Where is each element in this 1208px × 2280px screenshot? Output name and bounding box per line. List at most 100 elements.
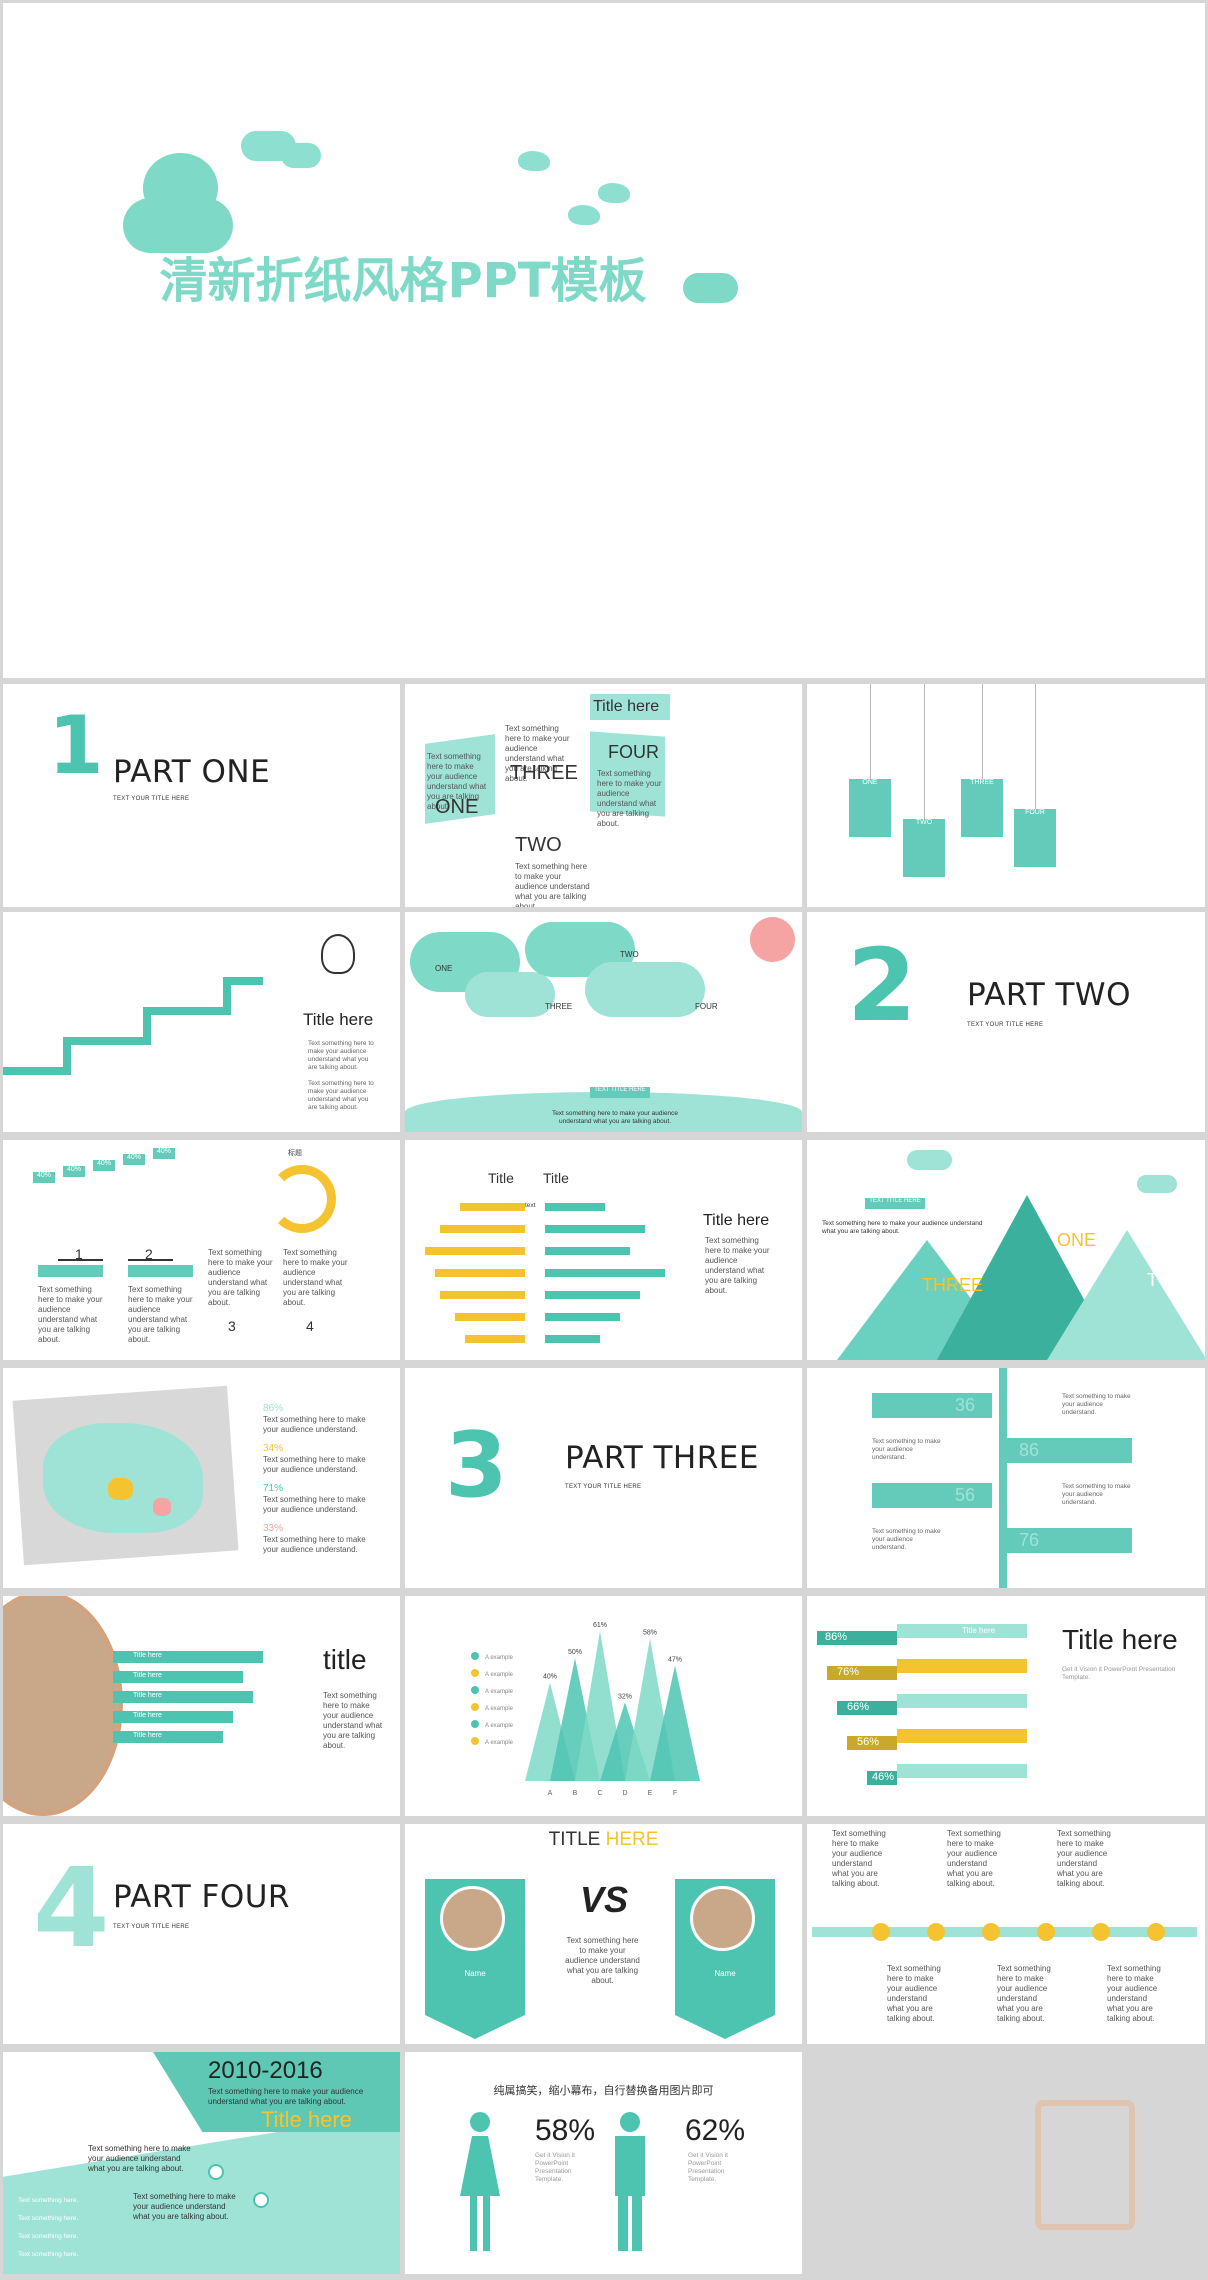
- slide-part-two[interactable]: 2 PART TWO TEXT YOUR TITLE HERE: [807, 912, 1205, 1132]
- slide-year-range[interactable]: 2010-2016 Text something here to make yo…: [3, 2052, 400, 2274]
- title-here: Title here: [703, 1212, 770, 1229]
- text: Text something here to make your audienc…: [323, 1691, 383, 1750]
- stat: 76: [1019, 1530, 1040, 1550]
- legend-label: A example: [485, 1672, 514, 1678]
- slide-part-three[interactable]: 3 PART THREE TEXT YOUR TITLE HERE: [405, 1368, 802, 1588]
- slide-bars[interactable]: Title Title text Title here Text somethi…: [405, 1140, 802, 1360]
- stat: 56: [955, 1485, 976, 1505]
- slide-clouds[interactable]: ONE TWO THREE FOUR TEXT TITLE HERE Text …: [405, 912, 802, 1132]
- text: Text something here to make your audienc…: [208, 2087, 364, 2106]
- slide-gender-stats[interactable]: 纯属搞笑，缩小幕布，自行替换备用图片即可 58% Get it Vision i…: [405, 2052, 802, 2274]
- pct: 58%: [535, 2114, 596, 2147]
- pct: 40%: [33, 1172, 55, 1183]
- part-number: 3: [445, 1413, 508, 1518]
- pct: 56%: [857, 1736, 880, 1748]
- cover-title: 清新折纸风格PPT模板: [159, 253, 647, 309]
- text: Text something here to make your audienc…: [283, 1248, 348, 1307]
- legend-dot: [471, 1720, 479, 1728]
- category-label: E: [648, 1790, 653, 1797]
- line: Text something here.: [18, 2215, 79, 2222]
- text: Text something here to make your audienc…: [308, 1080, 374, 1112]
- avatar: [440, 1886, 505, 1951]
- text: Text something here to make your audienc…: [38, 1285, 103, 1344]
- slide-hanging-tags[interactable]: ONE TWO THREE FOUR: [807, 684, 1205, 907]
- slide-mountains[interactable]: TEXT TITLE HERE Text something here to m…: [807, 1140, 1205, 1360]
- part-number: 2: [847, 927, 917, 1044]
- tag-three: THREE: [961, 779, 1003, 837]
- legend-dot: [471, 1686, 479, 1694]
- slide-map[interactable]: 86% Text something here to make your aud…: [3, 1368, 400, 1588]
- peak-mark: [650, 1665, 700, 1781]
- tag-label: FOUR: [1025, 809, 1045, 816]
- stat: 36: [955, 1395, 976, 1415]
- slide-title: title: [323, 1644, 367, 1675]
- legend-dot: [471, 1669, 479, 1677]
- label-two: TWO: [1147, 1270, 1189, 1290]
- legend-dot: [471, 1737, 479, 1745]
- text: Text something here to make your audienc…: [263, 1495, 366, 1514]
- title-here: Title here: [593, 698, 660, 715]
- part-title: PART ONE: [113, 754, 271, 790]
- slide-title: TITLE HERE: [405, 1829, 802, 1851]
- vs-label: VS: [580, 1879, 629, 1920]
- bird-icon: [518, 151, 550, 171]
- bird-icon: [568, 205, 600, 225]
- legend-label: A example: [485, 1723, 514, 1729]
- slide-timeline-icons[interactable]: 36 86 56 76 Text something to make your …: [807, 1368, 1205, 1588]
- text: Text something here to make your audienc…: [1057, 1829, 1111, 1888]
- text-four: Text something here to make your audienc…: [597, 769, 662, 828]
- text: Text something here to make your audienc…: [263, 1535, 366, 1554]
- bar-label: Title here: [133, 1672, 162, 1679]
- blog-icon: [253, 2192, 269, 2208]
- value-label: 40%: [543, 1674, 557, 1681]
- tag-label: ONE: [862, 779, 878, 786]
- cover-slide[interactable]: 清新折纸风格PPT模板: [3, 3, 1205, 678]
- part-number: 1: [48, 699, 104, 792]
- pct: 71%: [263, 1483, 284, 1494]
- label-two: TWO: [515, 834, 562, 856]
- slide-dot-timeline[interactable]: Text something here to make your audienc…: [807, 1824, 1205, 2044]
- slide-part-four[interactable]: 4 PART FOUR TEXT YOUR TITLE HERE: [3, 1824, 400, 2044]
- label-three: THREE: [545, 1002, 573, 1011]
- step-num: 4: [306, 1318, 314, 1334]
- text: Text something to make your audience und…: [1062, 1393, 1131, 1417]
- text: Text something here to make your audienc…: [822, 1220, 983, 1236]
- part-subtitle: TEXT YOUR TITLE HERE: [113, 1924, 190, 1930]
- slide-progress-steps[interactable]: 40% 40% 40% 40% 40% 标题 1 2 3 4 Text some…: [3, 1140, 400, 1360]
- pct: 86%: [263, 1403, 284, 1414]
- label-four: FOUR: [608, 742, 659, 762]
- row-label: text: [525, 1202, 536, 1209]
- slide-photo-bars[interactable]: Title here Title here Title here Title h…: [3, 1596, 400, 1816]
- legend-dot: [471, 1652, 479, 1660]
- bottom-text: Text something here to make your audienc…: [551, 1110, 679, 1126]
- text: Text something here to make your audienc…: [133, 2192, 236, 2221]
- category-label: B: [573, 1790, 578, 1797]
- bulb-icon: [321, 934, 355, 974]
- slide-stairs[interactable]: Title here Text something here to make y…: [3, 912, 400, 1132]
- tag-two: TWO: [903, 819, 945, 877]
- slide-versus[interactable]: TITLE HERE Name VS Text something here t…: [405, 1824, 802, 2044]
- bar-label: Title here: [962, 1626, 996, 1635]
- text-title-banner: TEXT TITLE HERE: [590, 1087, 650, 1098]
- text: Get it Vision it PowerPoint Presentation…: [535, 2152, 575, 2184]
- text: Text something here to make your audienc…: [128, 1285, 193, 1344]
- slide-paper-labels[interactable]: Text something here to make your audienc…: [405, 684, 802, 907]
- bar-label: Title here: [133, 1692, 162, 1699]
- peak-chart: 40% A A example 50% B A example 61% C A example 3…: [471, 1622, 700, 1797]
- category-label: D: [622, 1790, 627, 1797]
- line: Text something here.: [18, 2233, 79, 2240]
- text: Get it Vision it PowerPoint Presentation…: [688, 2152, 728, 2184]
- slide-part-one[interactable]: 1 PART ONE TEXT YOUR TITLE HERE: [3, 684, 400, 907]
- slide-ribbon-bars[interactable]: 86% 76% 66% 56% 46% Title here Title her…: [807, 1596, 1205, 1816]
- text-title-banner: TEXT TITLE HERE: [865, 1198, 925, 1209]
- slide-peak-chart[interactable]: 40% A A example 50% B A example 61% C A example 3…: [405, 1596, 802, 1816]
- pct: 46%: [872, 1771, 895, 1783]
- tag-label: TWO: [915, 819, 933, 826]
- text: Text something here to make your audienc…: [88, 2144, 191, 2173]
- category-label: A: [548, 1790, 553, 1797]
- label-two: TWO: [620, 950, 639, 959]
- bar-label: Title here: [133, 1652, 162, 1659]
- step-num: 3: [228, 1318, 236, 1334]
- category-label: C: [597, 1790, 602, 1797]
- tag-label: THREE: [970, 779, 994, 786]
